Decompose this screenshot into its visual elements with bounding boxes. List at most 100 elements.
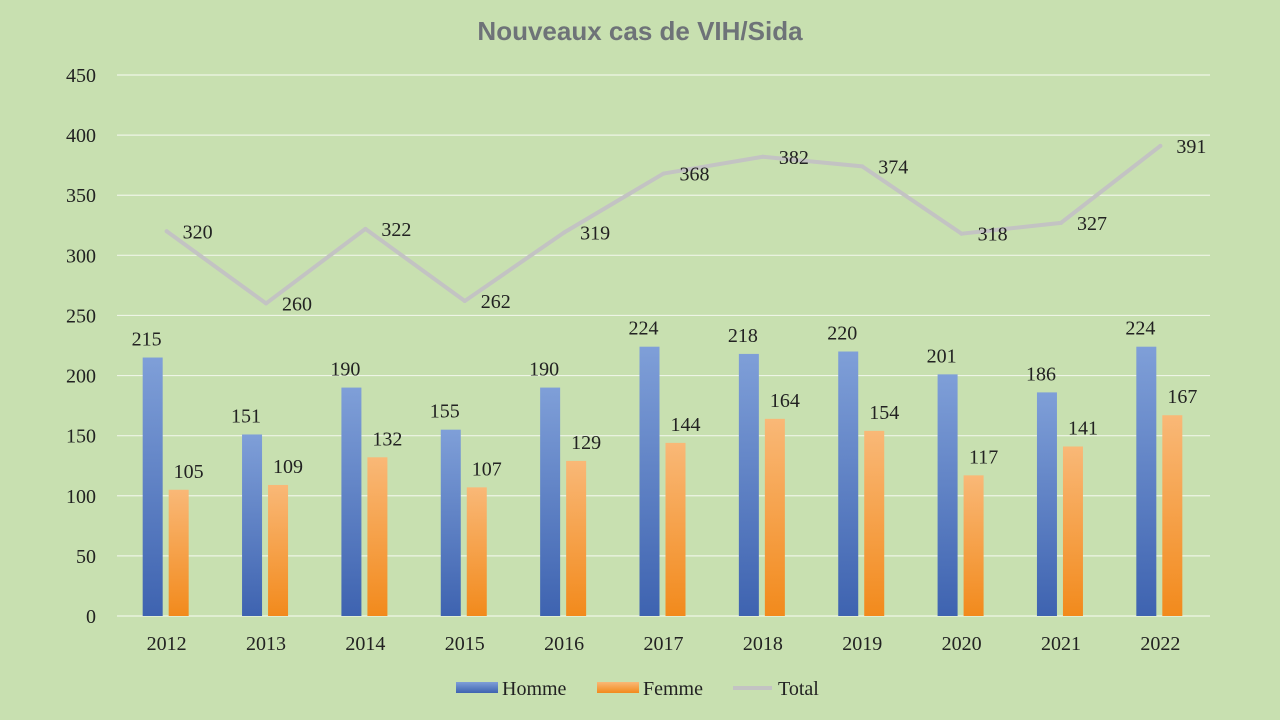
legend-swatch-femme <box>597 682 639 693</box>
data-label-homme: 224 <box>629 318 659 340</box>
data-label-total: 382 <box>779 147 809 169</box>
data-label-femme: 132 <box>372 428 402 450</box>
data-label-homme: 155 <box>430 401 460 423</box>
total-point <box>760 154 765 159</box>
legend-item-homme: Homme <box>456 678 567 700</box>
x-tick-label: 2013 <box>246 633 286 655</box>
legend-item-total: Total <box>733 678 819 700</box>
data-label-homme: 186 <box>1026 363 1056 385</box>
data-label-homme: 220 <box>827 323 857 345</box>
x-tick-label: 2016 <box>544 633 584 655</box>
bar-femme <box>665 442 686 616</box>
bar-femme <box>168 489 189 616</box>
data-label-femme: 107 <box>472 458 502 480</box>
data-label-total: 319 <box>580 222 610 244</box>
y-tick-label: 0 <box>86 606 96 628</box>
total-point <box>363 226 368 231</box>
bar-homme <box>142 357 163 616</box>
data-label-femme: 105 <box>174 461 204 483</box>
data-label-homme: 151 <box>231 405 261 427</box>
bar-femme <box>963 475 984 616</box>
data-label-homme: 218 <box>728 325 758 347</box>
data-label-total: 260 <box>282 293 312 315</box>
gridlines <box>117 74 1210 617</box>
x-tick-label: 2014 <box>345 633 385 655</box>
data-label-total: 391 <box>1176 136 1206 158</box>
data-label-total: 374 <box>878 156 908 178</box>
y-tick-label: 300 <box>66 245 96 267</box>
bar-homme <box>440 429 461 616</box>
bar-femme <box>268 484 289 616</box>
bar-femme <box>864 430 885 616</box>
bar-femme <box>466 487 487 616</box>
bar-femme <box>1162 415 1183 616</box>
x-tick-label: 2012 <box>147 633 187 655</box>
bar-homme <box>540 387 561 616</box>
legend-item-femme: Femme <box>597 678 703 700</box>
x-tick-label: 2018 <box>743 633 783 655</box>
data-label-total: 368 <box>680 164 710 186</box>
x-tick-label: 2017 <box>644 633 684 655</box>
axes: 0 50 100 150 200 250 300 350 400 450 2012 2013 2014 2… <box>66 65 1180 655</box>
data-label-homme: 224 <box>1125 318 1155 340</box>
data-label-homme: 190 <box>529 359 559 381</box>
data-label-femme: 167 <box>1167 386 1197 408</box>
x-tick-label: 2021 <box>1041 633 1081 655</box>
bar-homme <box>937 374 958 616</box>
data-label-total: 262 <box>481 291 511 313</box>
x-tick-label: 2019 <box>842 633 882 655</box>
x-tick-label: 2022 <box>1140 633 1180 655</box>
legend-label-total: Total <box>778 678 819 700</box>
data-label-femme: 109 <box>273 456 303 478</box>
y-tick-label: 450 <box>66 65 96 87</box>
bar-femme <box>1062 446 1083 616</box>
y-tick-label: 400 <box>66 125 96 147</box>
legend-swatch-homme <box>456 682 498 693</box>
legend-label-femme: Femme <box>643 678 703 700</box>
bar-homme <box>1036 392 1057 616</box>
total-point <box>1158 143 1163 148</box>
total-point <box>462 299 467 304</box>
data-label-homme: 190 <box>330 359 360 381</box>
y-tick-label: 350 <box>66 185 96 207</box>
total-point <box>264 301 269 306</box>
data-labels: 215 151 190 155 190 224 218 220 201 186 224 105 109 1… <box>132 136 1207 483</box>
y-tick-label: 250 <box>66 305 96 327</box>
chart-title: Nouveaux cas de VIH/Sida <box>477 16 803 46</box>
total-point <box>860 164 865 169</box>
bar-femme <box>367 457 388 616</box>
total-point <box>1058 220 1063 225</box>
legend: Homme Femme Total <box>456 678 819 700</box>
y-tick-label: 150 <box>66 426 96 448</box>
bar-homme <box>639 346 660 616</box>
bar-homme <box>341 387 362 616</box>
data-label-femme: 129 <box>571 432 601 454</box>
x-tick-label: 2015 <box>445 633 485 655</box>
bar-homme <box>838 351 859 616</box>
data-label-total: 322 <box>381 219 411 241</box>
data-label-femme: 154 <box>869 402 899 424</box>
bar-homme <box>1136 346 1157 616</box>
bar-homme <box>738 353 759 616</box>
bar-femme <box>764 418 785 616</box>
data-label-total: 327 <box>1077 213 1107 235</box>
bars <box>142 346 1183 616</box>
data-label-total: 318 <box>978 224 1008 246</box>
data-label-femme: 164 <box>770 390 800 412</box>
total-point <box>562 230 567 235</box>
data-label-homme: 201 <box>927 345 957 367</box>
y-tick-label: 200 <box>66 366 96 388</box>
x-tick-label: 2020 <box>942 633 982 655</box>
total-line <box>164 143 1163 306</box>
data-label-femme: 144 <box>671 414 701 436</box>
y-tick-label: 50 <box>76 546 96 568</box>
data-label-femme: 117 <box>969 446 998 468</box>
data-label-total: 320 <box>183 221 213 243</box>
y-tick-label: 100 <box>66 486 96 508</box>
total-point <box>164 229 169 234</box>
data-label-femme: 141 <box>1068 417 1098 439</box>
total-series-line <box>164 143 1163 306</box>
legend-label-homme: Homme <box>502 678 567 700</box>
